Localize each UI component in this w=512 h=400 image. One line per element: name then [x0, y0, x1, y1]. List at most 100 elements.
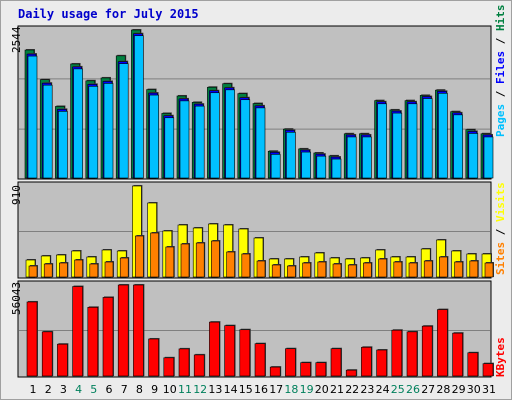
x-tick-label: 4	[75, 383, 82, 396]
x-tick-label: 30	[467, 383, 481, 396]
kbytes-bar	[452, 332, 463, 377]
x-tick-label: 17	[269, 383, 283, 396]
sites-bar	[332, 263, 342, 278]
kbytes-bar	[178, 348, 190, 377]
x-tick-label: 23	[360, 383, 374, 396]
sites-bar	[211, 240, 220, 278]
pages-bar	[468, 133, 479, 179]
kbytes-bar	[57, 343, 68, 377]
kbytes-bar	[133, 284, 144, 377]
sites-bar	[150, 232, 159, 278]
kbytes-bar	[209, 321, 220, 377]
x-tick-label: 14	[224, 383, 238, 396]
sites-bar	[195, 242, 205, 278]
x-tick-label: 19	[300, 383, 314, 396]
sites-bar	[180, 243, 190, 278]
pages-bar	[27, 55, 38, 179]
sites-bar	[43, 263, 53, 278]
pages-bar	[331, 158, 342, 179]
kbytes-bar	[148, 338, 159, 377]
kbytes-bar	[406, 331, 418, 377]
sites-bar	[469, 260, 479, 278]
kbytes-bar	[421, 325, 433, 377]
kbytes-bar	[269, 366, 281, 377]
pages-bar	[103, 83, 114, 179]
x-tick-label: 20	[315, 383, 329, 396]
pages-bar	[134, 35, 144, 179]
kbytes-bar	[102, 297, 114, 377]
hits-ymax-label: 2544	[10, 26, 23, 53]
sites-bar	[363, 262, 372, 278]
sites-bar	[59, 262, 68, 278]
bars	[24, 29, 494, 377]
kbytes-bar	[41, 331, 53, 377]
sites-bar	[74, 259, 83, 278]
sites-bar	[347, 264, 357, 278]
x-tick-label: 22	[345, 383, 359, 396]
pages-bar	[225, 89, 235, 179]
x-tick-label: 12	[193, 383, 207, 396]
sites-bar	[317, 261, 327, 278]
x-tick-label: 29	[452, 383, 466, 396]
pages-bar	[118, 63, 129, 179]
sites-bar	[119, 257, 129, 278]
kbytes-legend: KBytes	[494, 337, 507, 377]
legend-sites: Sites	[494, 242, 507, 275]
x-tick-label: 31	[482, 383, 496, 396]
legend-sep: /	[494, 222, 507, 242]
kbytes-bar	[285, 348, 296, 377]
legend-hits: Hits	[494, 5, 507, 32]
sites-bar	[287, 265, 296, 278]
kbytes-bar	[254, 343, 266, 377]
x-tick-label: 9	[151, 383, 158, 396]
x-tick-label: 11	[178, 383, 192, 396]
legend-files: Files	[494, 51, 507, 84]
x-tick-label: 1	[30, 383, 37, 396]
x-tick-label: 21	[330, 383, 344, 396]
pages-bar	[453, 114, 463, 179]
x-tick-label: 7	[121, 383, 128, 396]
legend-kbytes: KBytes	[494, 337, 507, 377]
x-tick-labels: 1 2 3 4 5 6 7 8 9 10 11 12 13 14 15 16 17 18 19 20 21 22 23 24 2…	[30, 383, 497, 396]
pages-bar	[164, 117, 175, 179]
kbytes-bar	[117, 284, 129, 377]
pages-bar	[362, 136, 372, 179]
kbytes-bar	[391, 329, 403, 377]
sites-bar	[241, 253, 251, 278]
sites-bar	[104, 261, 114, 278]
sites-bar	[408, 262, 418, 278]
legend-visits: Visits	[494, 182, 507, 222]
pages-bar	[149, 94, 159, 179]
pages-bar	[392, 112, 403, 179]
sites-bar	[165, 246, 175, 278]
chart-title: Daily usage for July 2015	[18, 7, 199, 21]
pages-bar	[301, 151, 311, 179]
kbytes-bar	[239, 329, 251, 377]
pages-bar	[179, 100, 190, 179]
kbytes-bar	[361, 346, 372, 377]
x-tick-label: 13	[208, 383, 222, 396]
hits-legend: Pages / Files / Hits	[494, 5, 507, 138]
pages-bar	[42, 84, 53, 179]
sites-bar	[439, 256, 448, 278]
kbytes-bar	[193, 354, 205, 377]
kbytes-ymax-label: 56043	[10, 282, 23, 315]
pages-bar	[73, 68, 83, 179]
sites-bar	[454, 261, 463, 278]
pages-bar	[240, 99, 251, 179]
kbytes-bar	[437, 309, 448, 377]
x-tick-label: 5	[90, 383, 97, 396]
sites-bar	[226, 251, 235, 278]
pages-bar	[483, 136, 494, 179]
x-tick-label: 15	[239, 383, 253, 396]
pages-bar	[58, 111, 68, 179]
pages-bar	[210, 92, 220, 179]
pages-bar	[346, 136, 357, 179]
pages-bar	[270, 154, 281, 179]
kbytes-bar	[345, 369, 357, 377]
kbytes-bar	[72, 286, 83, 377]
x-tick-label: 18	[284, 383, 298, 396]
pages-bar	[407, 103, 418, 179]
x-tick-label: 10	[163, 383, 177, 396]
